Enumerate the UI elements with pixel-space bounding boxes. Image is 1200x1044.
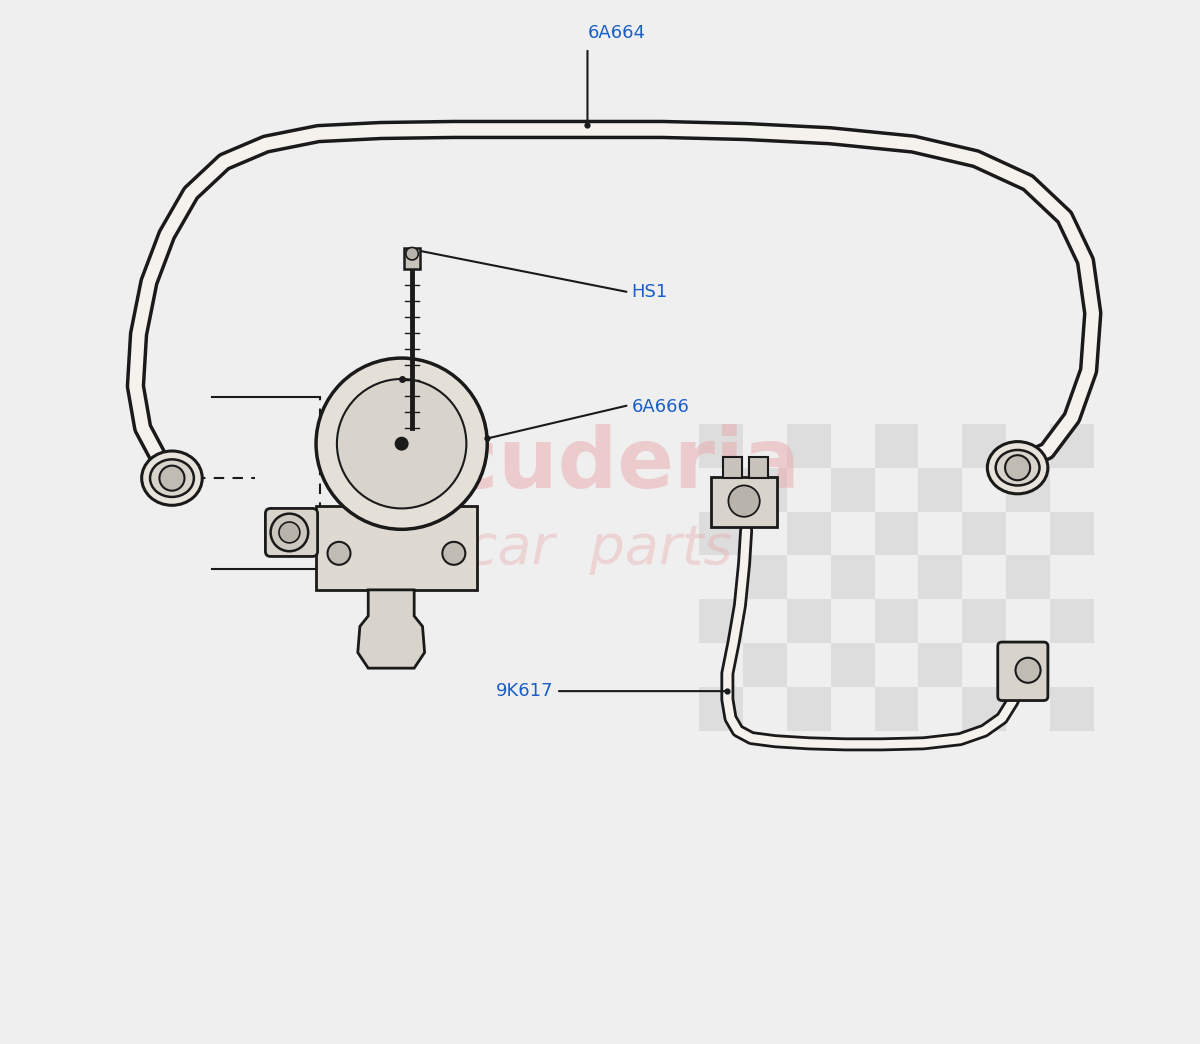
Ellipse shape (142, 451, 203, 505)
Bar (962, 512, 1006, 555)
Bar (962, 424, 1006, 468)
Bar (1050, 512, 1094, 555)
Bar (918, 555, 962, 599)
Bar (700, 687, 743, 731)
Bar (700, 599, 743, 643)
FancyBboxPatch shape (265, 508, 318, 556)
Bar (787, 687, 830, 731)
Bar (918, 643, 962, 687)
Circle shape (1015, 658, 1040, 683)
Text: HS1: HS1 (631, 283, 667, 302)
Bar (743, 468, 787, 512)
Bar (875, 424, 918, 468)
Bar (918, 468, 962, 512)
Ellipse shape (988, 442, 1048, 494)
Circle shape (1006, 455, 1030, 480)
Circle shape (278, 522, 300, 543)
Bar (743, 555, 787, 599)
Bar (1006, 555, 1050, 599)
Bar (962, 599, 1006, 643)
Bar (875, 599, 918, 643)
Ellipse shape (150, 459, 194, 497)
Ellipse shape (996, 450, 1039, 485)
Circle shape (160, 466, 185, 491)
Bar (787, 424, 830, 468)
Bar (743, 643, 787, 687)
Circle shape (728, 485, 760, 517)
Circle shape (271, 514, 308, 551)
Bar (1006, 468, 1050, 512)
Polygon shape (358, 590, 425, 668)
Text: scuderia: scuderia (400, 424, 800, 505)
Text: 6A666: 6A666 (631, 398, 689, 417)
Bar (749, 457, 768, 478)
Bar (787, 599, 830, 643)
Bar (710, 477, 778, 527)
Bar (1006, 643, 1050, 687)
Bar (1050, 599, 1094, 643)
Bar (787, 512, 830, 555)
Bar (1050, 424, 1094, 468)
Circle shape (406, 247, 419, 260)
Bar (700, 424, 743, 468)
Bar (875, 687, 918, 731)
Text: 6A664: 6A664 (588, 24, 646, 42)
Bar (403, 248, 420, 269)
FancyBboxPatch shape (997, 642, 1048, 701)
Circle shape (395, 437, 408, 450)
Bar (875, 512, 918, 555)
Bar (962, 687, 1006, 731)
Text: 9K617: 9K617 (496, 682, 553, 701)
Bar (830, 468, 875, 512)
Text: car  parts: car parts (467, 522, 733, 574)
Bar (700, 512, 743, 555)
Bar (1050, 687, 1094, 731)
Bar (830, 643, 875, 687)
Bar (724, 457, 742, 478)
Bar (316, 506, 478, 590)
Bar (830, 555, 875, 599)
Circle shape (337, 379, 467, 508)
Circle shape (328, 542, 350, 565)
Circle shape (443, 542, 466, 565)
Circle shape (316, 358, 487, 529)
